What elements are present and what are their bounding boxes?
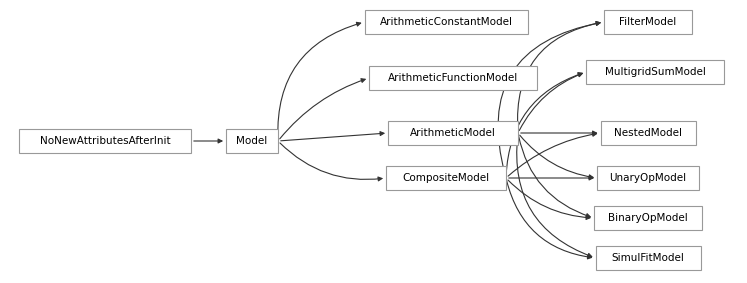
Text: FilterModel: FilterModel (619, 17, 677, 27)
Text: SimulFitModel: SimulFitModel (612, 253, 684, 263)
Text: Model: Model (236, 136, 267, 146)
Text: NoNewAttributesAfterInit: NoNewAttributesAfterInit (40, 136, 170, 146)
Text: BinaryOpModel: BinaryOpModel (608, 213, 688, 223)
Text: ArithmeticConstantModel: ArithmeticConstantModel (379, 17, 512, 27)
FancyBboxPatch shape (597, 166, 699, 190)
FancyBboxPatch shape (604, 10, 692, 34)
Text: ArithmeticModel: ArithmeticModel (410, 128, 496, 138)
Text: CompositeModel: CompositeModel (403, 173, 489, 183)
FancyBboxPatch shape (386, 166, 506, 190)
Text: MultigridSumModel: MultigridSumModel (604, 67, 705, 77)
Text: UnaryOpModel: UnaryOpModel (610, 173, 686, 183)
FancyBboxPatch shape (595, 246, 701, 270)
FancyBboxPatch shape (19, 129, 191, 153)
FancyBboxPatch shape (369, 66, 537, 90)
FancyBboxPatch shape (601, 121, 695, 145)
Text: ArithmeticFunctionModel: ArithmeticFunctionModel (388, 73, 518, 83)
FancyBboxPatch shape (594, 206, 702, 230)
FancyBboxPatch shape (226, 129, 278, 153)
Text: NestedModel: NestedModel (614, 128, 682, 138)
FancyBboxPatch shape (365, 10, 527, 34)
FancyBboxPatch shape (586, 60, 724, 84)
FancyBboxPatch shape (388, 121, 518, 145)
